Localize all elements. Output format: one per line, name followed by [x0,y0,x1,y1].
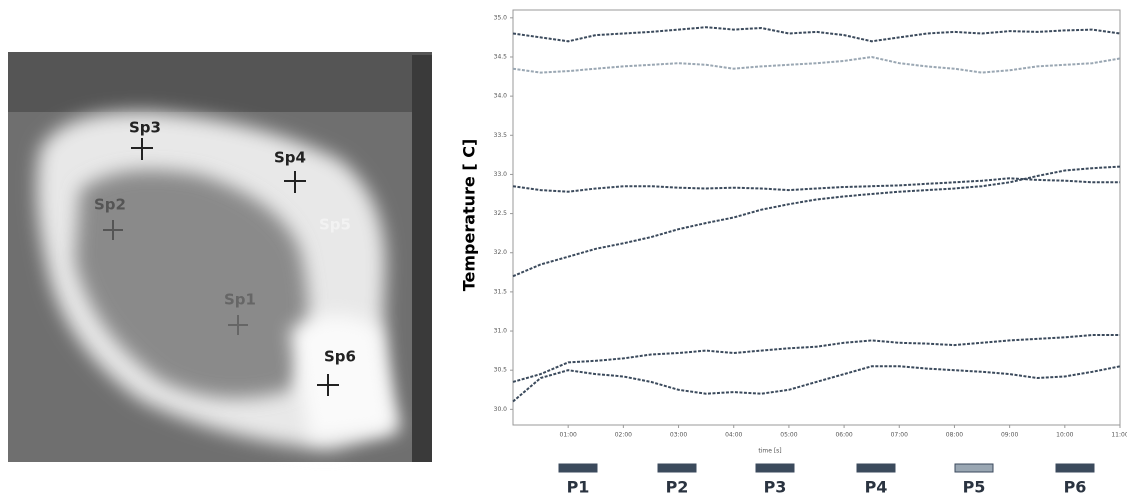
y-tick-label: 33.0 [494,171,508,178]
y-tick-label: 34.5 [494,53,508,60]
y-tick-label: 34.0 [494,93,508,100]
legend-swatch [856,463,896,473]
x-tick-label: 11:00 [1111,432,1127,439]
legend-label: P4 [865,478,888,497]
series-line [512,165,1121,278]
legend-label: P6 [1064,478,1087,497]
y-tick-label: 32.5 [494,210,508,217]
x-axis-label: time [s] [758,448,781,455]
x-tick-label: 02:00 [615,432,632,439]
x-tick-label: 06:00 [835,432,852,439]
legend-swatch [954,463,994,473]
legend-label: P3 [764,478,787,497]
series-line [512,334,1120,383]
x-tick-label: 07:00 [891,432,908,439]
spot-label: Sp2 [94,196,126,214]
y-tick-label: 35.0 [494,14,508,21]
legend-swatch [558,463,598,473]
y-tick-label: 30.0 [494,406,508,413]
spot-label: Sp5 [319,216,351,234]
series-line [512,26,1121,43]
legend-label: P1 [567,478,590,497]
x-tick-label: 03:00 [670,432,687,439]
x-tick-label: 01:00 [560,432,577,439]
spot-label: Sp4 [274,149,306,167]
legend-swatch [1055,463,1095,473]
spot-label: Sp1 [224,291,256,309]
y-tick-label: 33.5 [494,132,508,139]
plot-frame [512,9,1121,426]
y-tick-label: 31.0 [494,328,508,335]
series-line [512,365,1121,403]
legend-label: P2 [666,478,689,497]
y-tick-label: 32.0 [494,249,508,256]
x-tick-label: 09:00 [1001,432,1018,439]
y-tick-label: 31.5 [494,288,508,295]
x-tick-label: 10:00 [1056,432,1073,439]
legend-label: P5 [963,478,986,497]
legend-swatch [755,463,795,473]
legend-swatch [657,463,697,473]
x-tick-label: 05:00 [780,432,797,439]
y-tick-label: 30.5 [494,367,508,374]
spot-label: Sp6 [324,348,356,366]
y-axis-label: Temperature [ C] [460,139,479,292]
thermal-image [8,52,432,462]
x-tick-label: 04:00 [725,432,742,439]
series-line [512,55,1121,74]
spot-label: Sp3 [129,119,161,137]
series-line [512,177,1120,193]
x-tick-label: 08:00 [946,432,963,439]
